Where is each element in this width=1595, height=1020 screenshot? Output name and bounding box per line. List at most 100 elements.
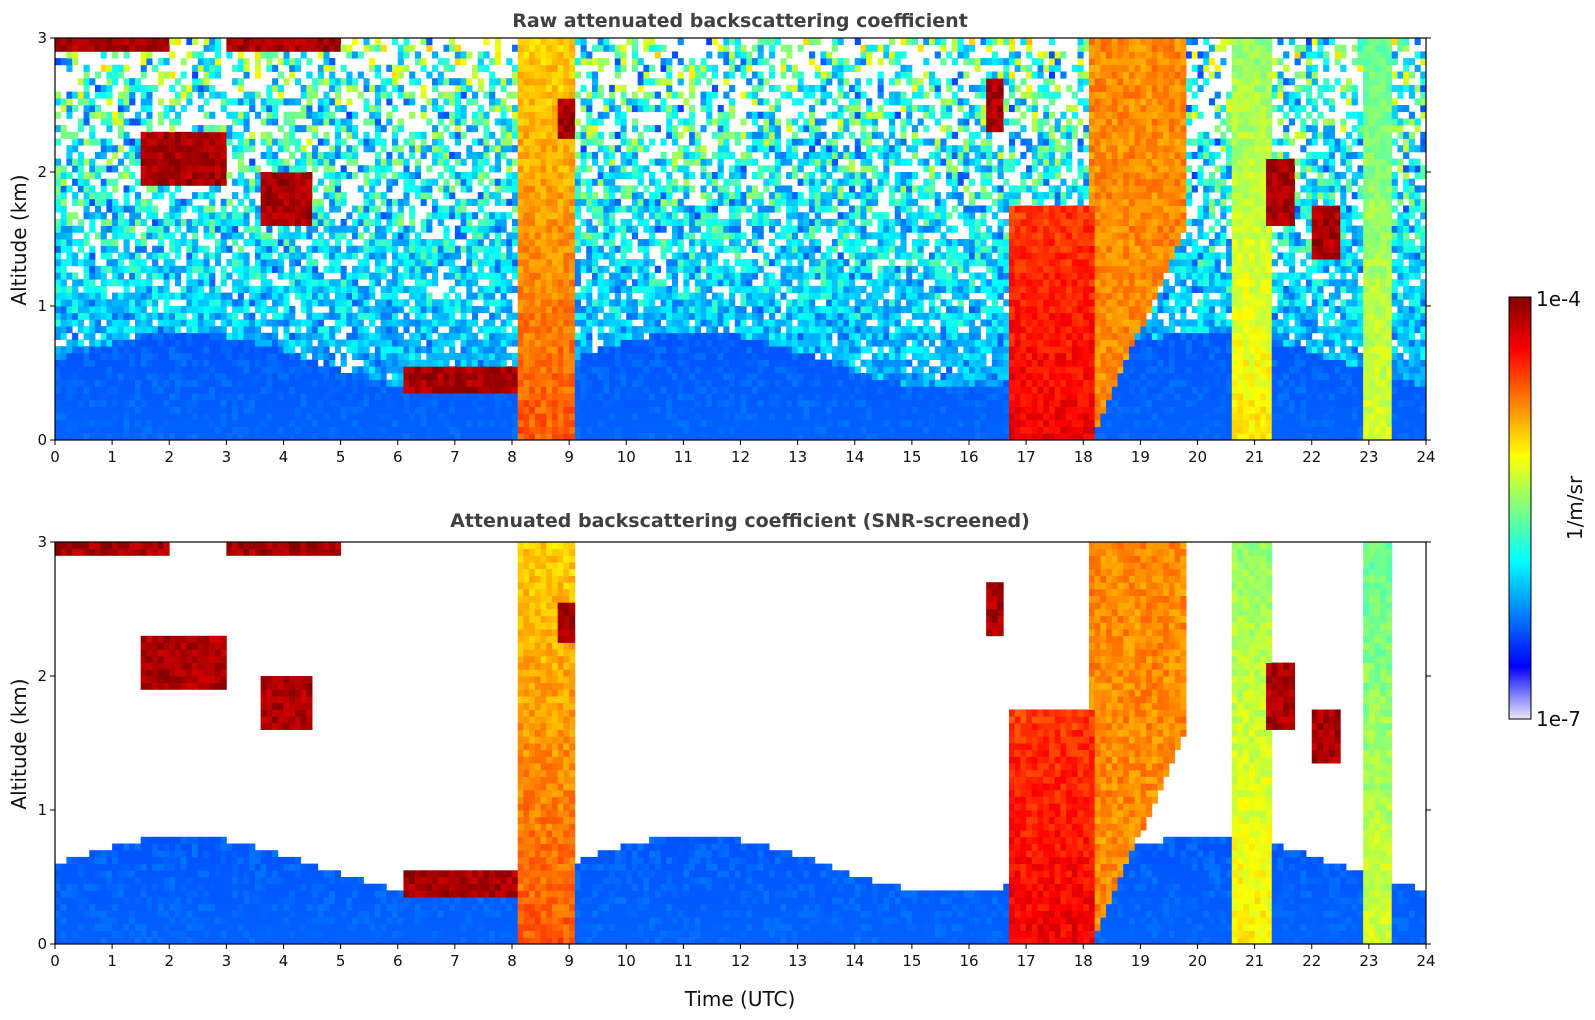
heatmap-cell — [546, 252, 553, 260]
heatmap-cell — [397, 158, 404, 166]
heatmap-cell — [254, 71, 262, 79]
heatmap-cell — [289, 151, 296, 159]
heatmap-cell — [477, 138, 484, 146]
heatmap-cell — [420, 406, 427, 414]
heatmap-cell — [563, 419, 570, 427]
heatmap-cell — [512, 192, 519, 200]
heatmap-cell — [243, 279, 250, 287]
heatmap-cell — [454, 386, 461, 394]
heatmap-cell — [140, 306, 147, 314]
heatmap-cell — [660, 419, 667, 427]
heatmap-cell — [357, 138, 364, 146]
heatmap-cell — [477, 111, 484, 119]
heatmap-cell — [603, 292, 610, 300]
heatmap-cell — [237, 198, 244, 206]
heatmap-cell — [432, 339, 439, 347]
heatmap-cell — [283, 312, 290, 320]
heatmap-cell — [106, 158, 113, 166]
heatmap-cell — [340, 386, 347, 394]
heatmap-cell — [260, 212, 267, 220]
heatmap-cell — [117, 279, 124, 287]
heatmap-cell — [591, 178, 599, 186]
heatmap-cell — [540, 138, 547, 146]
heatmap-cell — [152, 192, 159, 200]
heatmap-cell — [603, 312, 610, 320]
heatmap-cell — [152, 172, 159, 180]
heatmap-cell — [386, 178, 393, 186]
heatmap-cell — [529, 359, 536, 367]
heatmap-cell — [472, 352, 479, 360]
heatmap-cell — [569, 413, 576, 421]
heatmap-cell — [146, 419, 153, 427]
heatmap-cell — [352, 406, 359, 414]
heatmap-cell — [620, 433, 627, 441]
heatmap-cell — [637, 359, 644, 367]
heatmap-cell — [180, 359, 187, 367]
heatmap-cell — [312, 225, 319, 233]
heatmap-cell — [277, 292, 284, 300]
heatmap-cell — [306, 232, 313, 240]
heatmap-cell — [226, 225, 233, 233]
heatmap-cell — [551, 125, 559, 133]
heatmap-cell — [426, 212, 433, 220]
heatmap-cell — [83, 172, 90, 180]
heatmap-cell — [569, 239, 576, 247]
heatmap-cell — [60, 198, 67, 206]
heatmap-cell — [483, 91, 490, 99]
heatmap-cell — [574, 366, 581, 374]
heatmap-cell — [466, 413, 473, 421]
heatmap-cell — [380, 332, 387, 340]
heatmap-cell — [152, 366, 159, 374]
heatmap-cell — [140, 393, 147, 401]
heatmap-cell — [369, 118, 376, 126]
heatmap-cell — [574, 185, 581, 193]
heatmap-cell — [603, 393, 610, 401]
heatmap-cell — [620, 279, 627, 287]
heatmap-cell — [157, 366, 164, 374]
heatmap-cell — [357, 399, 364, 407]
heatmap-cell — [637, 212, 644, 220]
heatmap-cell — [529, 299, 536, 307]
heatmap-cell — [426, 245, 433, 253]
heatmap-cell — [654, 433, 661, 441]
heatmap-cell — [466, 125, 473, 133]
heatmap-cell — [506, 426, 513, 434]
heatmap-cell — [243, 178, 250, 186]
heatmap-cell — [72, 285, 79, 293]
heatmap-cell — [386, 312, 393, 320]
heatmap-cell — [540, 433, 547, 441]
heatmap-cell — [466, 212, 473, 220]
heatmap-cell — [169, 306, 176, 314]
heatmap-cell — [432, 178, 439, 186]
heatmap-cell — [220, 172, 227, 180]
heatmap-cell — [129, 38, 136, 46]
heatmap-cell — [203, 299, 210, 307]
heatmap-cell — [546, 145, 553, 153]
heatmap-cell — [329, 373, 336, 381]
heatmap-cell — [437, 413, 444, 421]
heatmap-cell — [586, 98, 593, 106]
heatmap-cell — [334, 265, 342, 273]
heatmap-cell — [169, 138, 176, 146]
heatmap-cell — [609, 105, 616, 113]
heatmap-cell — [591, 158, 599, 166]
heatmap-cell — [603, 279, 610, 287]
heatmap-cell — [597, 373, 604, 381]
heatmap-cell — [466, 419, 473, 427]
heatmap-cell — [626, 373, 633, 381]
heatmap-cell — [454, 265, 461, 273]
heatmap-cell — [392, 172, 399, 180]
heatmap-cell — [569, 105, 576, 113]
heatmap-cell — [112, 272, 119, 280]
heatmap-cell — [100, 272, 107, 280]
heatmap-cell — [569, 379, 576, 387]
heatmap-cell — [517, 38, 524, 46]
heatmap-cell — [614, 84, 621, 92]
heatmap-cell — [586, 265, 593, 273]
heatmap-cell — [249, 366, 256, 374]
heatmap-cell — [94, 198, 102, 206]
heatmap-cell — [591, 239, 599, 247]
heatmap-cell — [83, 312, 90, 320]
heatmap-cell — [426, 178, 433, 186]
heatmap-cell — [60, 105, 67, 113]
